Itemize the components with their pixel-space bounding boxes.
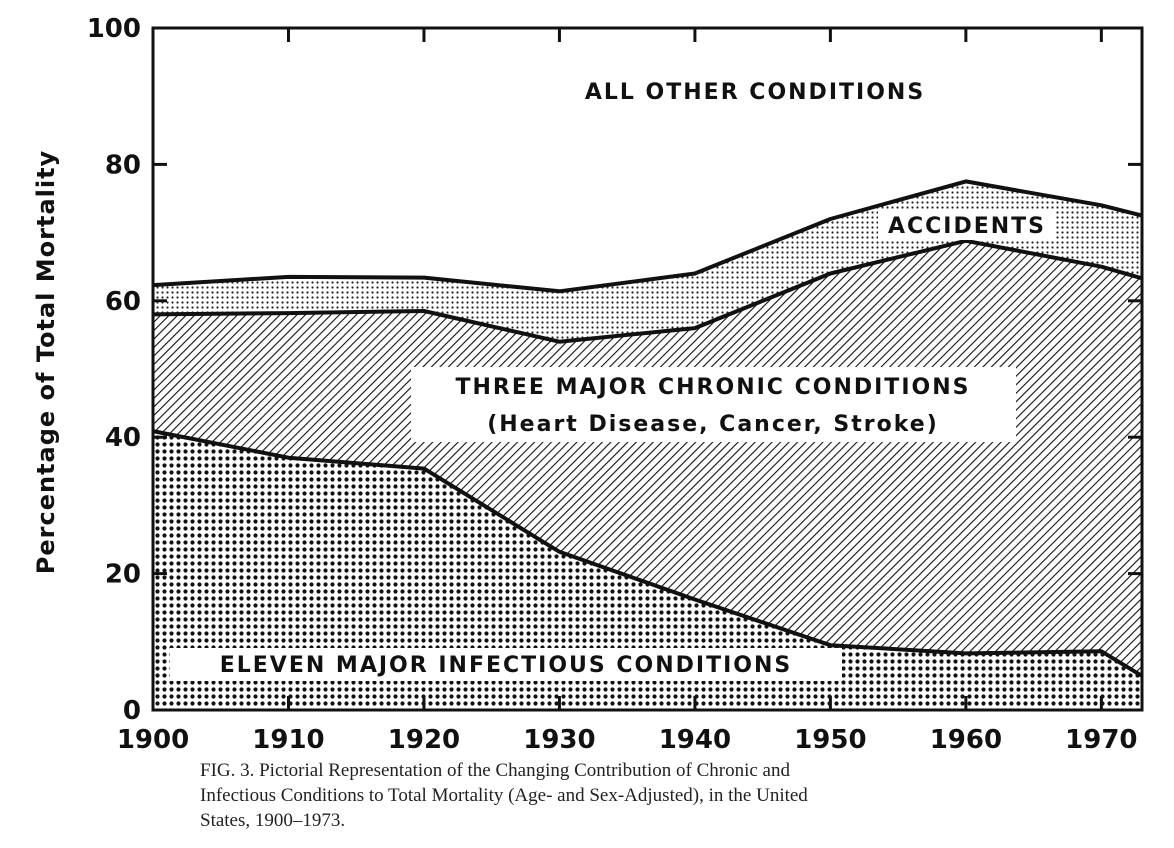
label-infectious-conditions: ELEVEN MAJOR INFECTIOUS CONDITIONS xyxy=(220,653,793,678)
x-tick-label-1940: 1940 xyxy=(659,725,731,755)
y-tick-label-60: 60 xyxy=(105,287,141,317)
y-tick-label-0: 0 xyxy=(123,696,141,726)
label-chronic-conditions: THREE MAJOR CHRONIC CONDITIONS xyxy=(456,375,971,400)
x-tick-label-1960: 1960 xyxy=(930,725,1002,755)
x-tick-label-1900: 1900 xyxy=(117,725,189,755)
y-tick-label-80: 80 xyxy=(105,150,141,180)
label-chronic-background xyxy=(411,367,1016,442)
y-tick-labels: 0 20 40 60 80 100 xyxy=(87,14,141,726)
figure-caption-line-3: States, 1900–1973. xyxy=(200,810,345,831)
boundary-line-accidents xyxy=(152,179,1143,294)
boundary-lines xyxy=(152,179,1144,678)
x-tick-label-1910: 1910 xyxy=(252,725,324,755)
x-tick-label-1930: 1930 xyxy=(523,725,595,755)
label-infectious-background xyxy=(170,648,842,681)
label-accidents: ACCIDENTS xyxy=(888,214,1046,239)
figure-caption-line-1: FIG. 3. Pictorial Representation of the … xyxy=(200,760,790,781)
plot-frame xyxy=(151,26,1144,712)
x-tick-labels: 1900 1910 1920 1930 1940 1950 1960 1970 xyxy=(117,725,1138,755)
y-tick-label-100: 100 xyxy=(87,14,141,44)
label-all-other-conditions: ALL OTHER CONDITIONS xyxy=(585,80,925,105)
x-tick-label-1920: 1920 xyxy=(388,725,460,755)
area-all-other-conditions xyxy=(153,28,1142,292)
y-tick-label-20: 20 xyxy=(105,560,141,590)
y-tick-label-40: 40 xyxy=(105,423,141,453)
label-chronic-conditions-sub: (Heart Disease, Cancer, Stroke) xyxy=(487,412,939,437)
y-axis-title: Percentage of Total Mortality xyxy=(32,150,60,574)
figure-caption-line-2: Infectious Conditions to Total Mortality… xyxy=(200,785,808,806)
x-tick-label-1970: 1970 xyxy=(1065,725,1137,755)
area-eleven-major-infectious-conditions xyxy=(153,431,1142,710)
label-accidents-background xyxy=(878,210,1056,240)
boundary-line-eleven-major-infectious-conditions xyxy=(152,429,1144,678)
tick-marks xyxy=(151,26,1142,712)
x-tick-label-1950: 1950 xyxy=(794,725,866,755)
area-three-major-chronic-conditions xyxy=(153,240,1142,676)
boundary-line-three-major-chronic-conditions xyxy=(152,238,1143,344)
